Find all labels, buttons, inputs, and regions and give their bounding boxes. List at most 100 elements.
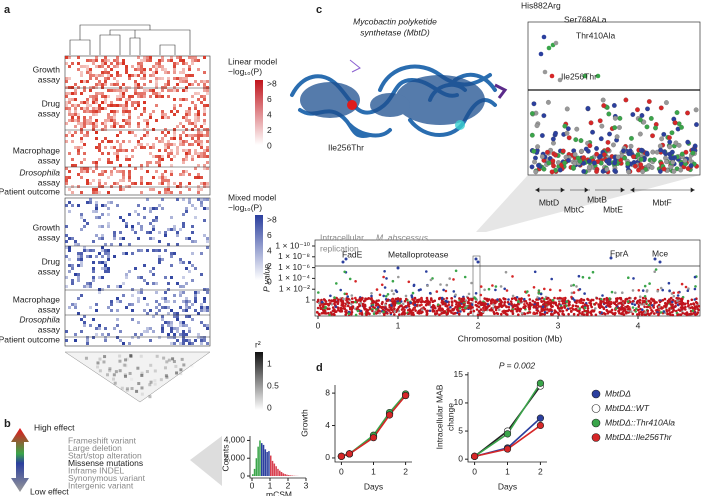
point [641, 296, 645, 300]
point [407, 305, 411, 308]
point [541, 113, 547, 119]
heatmap-cell [164, 149, 167, 152]
point [572, 312, 576, 316]
point [671, 310, 674, 314]
heatmap-cell [116, 149, 119, 152]
point [404, 305, 408, 308]
heatmap-cell [104, 119, 107, 122]
point [532, 159, 537, 165]
point [524, 300, 528, 303]
point [425, 296, 429, 300]
marker [470, 452, 479, 460]
point [419, 297, 423, 301]
heatmap-cell [170, 264, 173, 267]
ld-cell [140, 386, 144, 390]
heatmap-cell [71, 204, 74, 207]
heatmap-cell [158, 65, 161, 68]
label: >8 [267, 78, 277, 88]
heatmap-cell [173, 68, 176, 71]
heatmap-cell [95, 164, 98, 167]
heatmap-cell [110, 185, 113, 188]
heatmap-cell [191, 225, 194, 228]
heatmap-cell [176, 282, 179, 285]
heatmap-cell [194, 119, 197, 122]
heatmap-cell [95, 234, 98, 237]
heatmap-cell [206, 288, 209, 291]
point [671, 300, 674, 304]
heatmap-cell [206, 291, 209, 294]
label: 1 [267, 358, 272, 368]
heatmap-cell [158, 204, 161, 207]
heatmap-cell [194, 80, 197, 83]
point [680, 282, 684, 286]
heatmap-cell [170, 321, 173, 324]
heatmap-cell [116, 158, 119, 161]
heatmap-cell [203, 182, 206, 185]
point [487, 287, 491, 291]
ld-cell [96, 365, 100, 369]
point [665, 310, 669, 313]
point [327, 304, 331, 307]
point [407, 312, 411, 315]
heatmap-cell [140, 59, 143, 62]
label: 1 × 10⁻¹⁰ [275, 240, 310, 250]
heatmap-cell [161, 155, 164, 158]
heatmap-cell [71, 282, 74, 285]
point [640, 313, 644, 316]
point [606, 157, 612, 163]
point [537, 289, 541, 292]
point [640, 169, 646, 175]
heatmap-cell [128, 119, 131, 122]
point [561, 302, 565, 305]
heatmap-cell [170, 309, 173, 312]
point [523, 297, 526, 301]
heatmap-cell [131, 294, 134, 297]
heatmap-cell [89, 167, 92, 170]
heatmap-cell [143, 119, 146, 122]
heatmap-cell [74, 110, 77, 113]
point [676, 313, 679, 317]
heatmap-cell [65, 176, 68, 179]
heatmap-cell [74, 303, 77, 306]
label: 15 [454, 369, 464, 379]
heatmap-cell [122, 110, 125, 113]
label: Macrophage [13, 294, 61, 304]
point [597, 303, 600, 306]
label: Macrophage [13, 145, 61, 155]
heatmap-cell [161, 89, 164, 92]
point [614, 134, 620, 140]
heatmap-cell [71, 140, 74, 143]
heatmap-cell [74, 164, 77, 167]
point [683, 312, 687, 316]
heatmap-cell [197, 119, 200, 122]
heatmap-cell [86, 182, 89, 185]
label: Intergenic variant [68, 480, 134, 490]
heatmap-cell [134, 68, 137, 71]
point [537, 292, 541, 295]
heatmap-cell [188, 306, 191, 309]
heatmap-cell [161, 59, 164, 62]
label: assay [38, 177, 61, 187]
point [668, 289, 671, 293]
heatmap-cell [89, 95, 92, 98]
point [370, 292, 373, 295]
point [452, 307, 456, 311]
heatmap-cell [101, 185, 104, 188]
heatmap-cell [68, 188, 71, 191]
point [433, 299, 437, 303]
heatmap-cell [158, 231, 161, 234]
point [608, 297, 611, 300]
heatmap-cell [194, 59, 197, 62]
heatmap-cell [158, 240, 161, 243]
heatmap-cell [185, 140, 188, 143]
point [334, 305, 338, 309]
label: 6 [267, 230, 272, 240]
heatmap-cell [68, 110, 71, 113]
heatmap-cell [101, 62, 104, 65]
ld-cell [159, 378, 163, 382]
heatmap-cell [98, 191, 101, 194]
heatmap-cell [113, 146, 116, 149]
heatmap-cell [197, 188, 200, 191]
heatmap-cell [152, 228, 155, 231]
point [409, 301, 412, 305]
